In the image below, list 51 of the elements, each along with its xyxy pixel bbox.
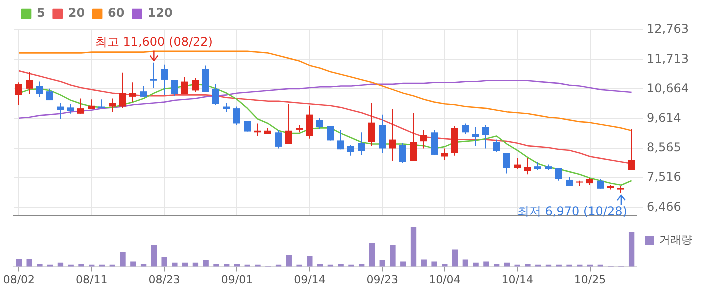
legend-label: 20 xyxy=(68,6,86,20)
legend-label: 60 xyxy=(108,6,125,20)
bar xyxy=(421,260,427,267)
bar xyxy=(172,262,178,267)
bar xyxy=(130,262,136,267)
bar xyxy=(120,252,126,267)
x-tick-label: 08/02 xyxy=(3,273,36,286)
x-tick-label: 10/14 xyxy=(502,273,534,286)
bar xyxy=(369,243,376,267)
y-tick-label: 8,565 xyxy=(647,140,682,155)
bar xyxy=(16,259,22,267)
x-tick-label: 10/04 xyxy=(429,273,461,286)
annotation: 최저 6,970 (10/28) xyxy=(517,204,628,219)
bar xyxy=(78,264,84,267)
y-tick-label: 10,664 xyxy=(647,81,689,96)
bar xyxy=(452,250,458,267)
bar xyxy=(525,264,531,267)
bar xyxy=(286,255,292,267)
bar xyxy=(151,245,158,267)
bar xyxy=(484,262,490,267)
bar xyxy=(26,259,32,267)
y-tick-label: 12,763 xyxy=(647,22,689,36)
bar xyxy=(162,257,168,267)
x-tick-label: 08/23 xyxy=(148,273,180,286)
y-tick-label: 9,614 xyxy=(647,111,682,126)
bar xyxy=(307,256,313,267)
legend-label: 5 xyxy=(37,6,46,20)
y-tick-label: 11,713 xyxy=(647,52,689,66)
y-tick-label: 6,466 xyxy=(647,200,682,214)
bar xyxy=(37,264,43,267)
bar xyxy=(462,260,469,267)
legend-label: 120 xyxy=(148,6,173,20)
y-tick-label: 7,516 xyxy=(647,170,682,184)
candlestick xyxy=(150,62,158,88)
bar xyxy=(380,260,386,267)
x-tick-label: 10/25 xyxy=(574,273,606,286)
bar xyxy=(203,260,209,267)
bar xyxy=(432,262,438,267)
x-tick-label: 08/11 xyxy=(76,273,108,286)
bar xyxy=(410,227,417,267)
x-tick-label: 09/23 xyxy=(366,273,398,286)
bar xyxy=(400,262,406,267)
bar xyxy=(338,264,344,267)
bar xyxy=(214,264,220,267)
x-tick-label: 09/01 xyxy=(221,273,254,286)
bar xyxy=(628,232,635,267)
annotation: 최고 11,600 (08/22) xyxy=(95,34,213,49)
bar xyxy=(473,262,479,267)
legend-label: 거래량 xyxy=(660,233,692,246)
bar xyxy=(390,245,396,267)
x-tick-label: 09/14 xyxy=(294,273,326,286)
